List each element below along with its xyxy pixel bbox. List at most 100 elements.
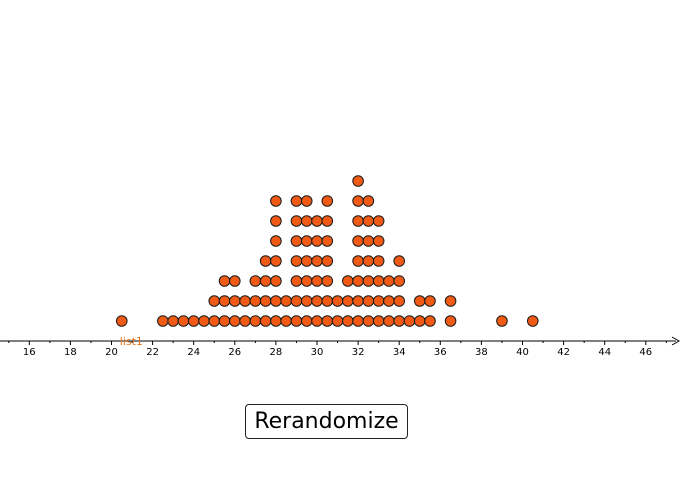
data-dot xyxy=(352,215,364,227)
x-tick-label: 44 xyxy=(598,347,611,358)
data-dot xyxy=(311,295,323,307)
data-dot xyxy=(157,315,169,327)
data-dot xyxy=(177,315,190,327)
data-dot xyxy=(372,275,385,287)
x-tick-label: 46 xyxy=(639,347,652,358)
x-tick-label: 22 xyxy=(146,347,159,358)
rerandomize-button[interactable]: Rerandomize xyxy=(245,404,408,439)
data-dot xyxy=(413,315,426,327)
data-dot xyxy=(249,295,262,307)
data-dot xyxy=(372,215,385,227)
data-dot xyxy=(249,275,262,287)
data-dot xyxy=(311,275,323,287)
data-dot xyxy=(290,315,303,327)
data-dot xyxy=(496,315,508,327)
data-dot xyxy=(290,295,303,307)
data-dot xyxy=(270,195,282,207)
data-dot xyxy=(393,315,406,327)
data-dot xyxy=(383,315,395,327)
data-dot xyxy=(300,295,313,307)
data-dot xyxy=(300,235,313,247)
data-dot xyxy=(290,235,303,247)
data-dot xyxy=(270,295,282,307)
data-dot xyxy=(300,215,313,227)
data-dot xyxy=(259,315,272,327)
data-dot xyxy=(249,315,262,327)
data-dot xyxy=(383,295,395,307)
data-dot xyxy=(362,215,375,227)
data-dot xyxy=(290,195,303,207)
x-tick-label: 42 xyxy=(557,347,570,358)
data-dot xyxy=(413,295,426,307)
data-dot xyxy=(311,255,323,267)
data-dot xyxy=(321,235,334,247)
data-dot xyxy=(239,295,251,307)
data-dot xyxy=(290,215,303,227)
data-dot xyxy=(290,275,303,287)
data-dot xyxy=(300,255,313,267)
data-dot xyxy=(372,235,385,247)
data-dot xyxy=(229,295,241,307)
data-dot xyxy=(331,315,344,327)
data-dot xyxy=(167,315,179,327)
data-dot xyxy=(321,255,334,267)
data-dot xyxy=(218,295,231,307)
data-dot xyxy=(300,195,313,207)
data-dot xyxy=(424,295,436,307)
x-tick-label: 40 xyxy=(516,347,529,358)
data-dot xyxy=(321,215,334,227)
data-dot xyxy=(239,315,251,327)
data-dot xyxy=(270,315,282,327)
data-dot xyxy=(311,315,323,327)
data-dot xyxy=(280,295,292,307)
data-dot xyxy=(403,315,416,327)
data-dot xyxy=(352,175,364,187)
data-dot xyxy=(229,275,241,287)
data-dot xyxy=(526,315,539,327)
data-dot xyxy=(383,275,395,287)
data-dot xyxy=(444,315,457,327)
data-dot xyxy=(229,315,241,327)
list-label: list1 xyxy=(120,335,143,348)
data-dot xyxy=(198,315,210,327)
data-dot xyxy=(362,295,375,307)
data-dot xyxy=(321,315,334,327)
data-dot xyxy=(362,195,375,207)
data-dot xyxy=(300,315,313,327)
data-dot xyxy=(352,255,364,267)
data-dot xyxy=(393,255,406,267)
data-dot xyxy=(280,315,292,327)
data-dot xyxy=(290,255,303,267)
x-axis-arrow-icon xyxy=(671,336,681,346)
data-dot xyxy=(270,255,282,267)
data-dot xyxy=(372,315,385,327)
data-dot xyxy=(208,295,221,307)
data-dot xyxy=(208,315,221,327)
data-dot xyxy=(352,275,364,287)
data-dot xyxy=(321,195,334,207)
data-dot xyxy=(424,315,436,327)
x-tick-label: 38 xyxy=(475,347,488,358)
data-dot xyxy=(311,215,323,227)
data-dot xyxy=(372,295,385,307)
data-dot xyxy=(352,295,364,307)
data-dot xyxy=(300,275,313,287)
data-dot xyxy=(444,295,457,307)
x-tick-label: 34 xyxy=(393,347,406,358)
data-dot xyxy=(259,295,272,307)
x-tick-label: 32 xyxy=(352,347,365,358)
data-dot xyxy=(393,275,406,287)
data-dot xyxy=(270,275,282,287)
data-dot xyxy=(362,275,375,287)
data-dot xyxy=(352,235,364,247)
x-tick-label: 18 xyxy=(64,347,77,358)
data-dot xyxy=(393,295,406,307)
data-dot xyxy=(342,315,354,327)
x-tick-label: 20 xyxy=(105,347,118,358)
data-dot xyxy=(331,295,344,307)
x-tick-label: 24 xyxy=(187,347,200,358)
data-dot xyxy=(342,295,354,307)
data-dot xyxy=(115,315,128,327)
data-dot xyxy=(321,295,334,307)
